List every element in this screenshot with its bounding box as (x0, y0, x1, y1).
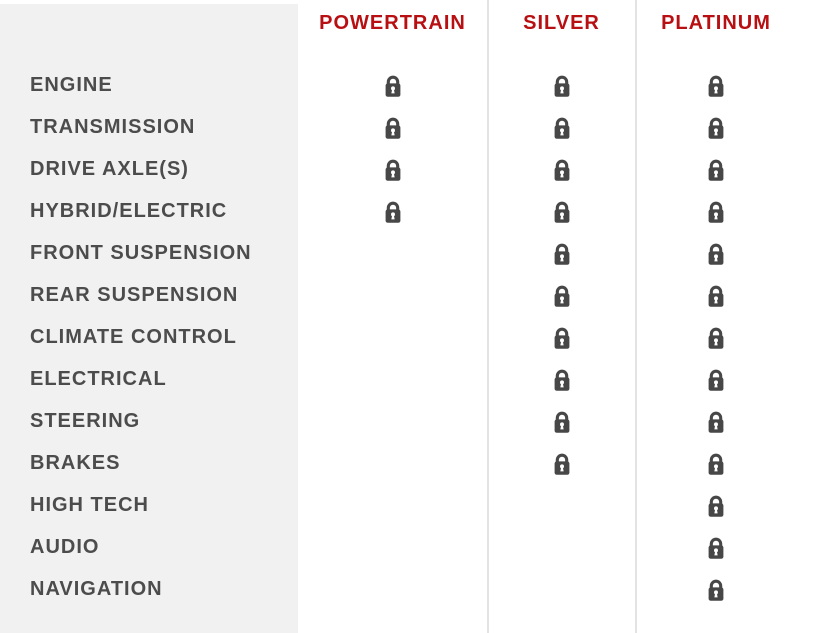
lock-icon (554, 159, 569, 181)
plan-header-platinum: PLATINUM (661, 12, 771, 34)
coverage-cell-silver (487, 358, 636, 400)
lock-icon (554, 285, 569, 307)
lock-icon (708, 453, 724, 475)
coverage-cell-powertrain (298, 64, 487, 106)
lock-icon (554, 453, 569, 475)
column-divider (635, 0, 637, 633)
lock-icon (554, 327, 569, 349)
lock-icon (554, 243, 569, 265)
coverage-cell-platinum (636, 484, 796, 526)
lock-icon (554, 201, 569, 223)
component-label: TRANSMISSION (30, 115, 196, 138)
lock-icon (708, 159, 724, 181)
coverage-cell-powertrain (298, 484, 487, 526)
coverage-cell-silver (487, 232, 636, 274)
coverage-cell-powertrain (298, 442, 487, 484)
coverage-cell-platinum (636, 358, 796, 400)
component-label: CLIMATE CONTROL (30, 325, 237, 348)
component-label: HYBRID/ELECTRIC (30, 199, 228, 222)
coverage-cell-silver (487, 190, 636, 232)
coverage-cell-silver (487, 568, 636, 610)
coverage-cell-silver (487, 148, 636, 190)
coverage-cell-silver (487, 526, 636, 568)
component-label: AUDIO (30, 535, 100, 558)
coverage-cell-powertrain (298, 106, 487, 148)
component-label: FRONT SUSPENSION (30, 241, 252, 264)
coverage-cell-platinum (636, 442, 796, 484)
lock-icon (708, 75, 724, 97)
coverage-cell-silver (487, 274, 636, 316)
lock-icon (385, 75, 400, 97)
coverage-cell-platinum (636, 400, 796, 442)
component-label: DRIVE AXLE(S) (30, 157, 189, 180)
coverage-cell-platinum (636, 148, 796, 190)
lock-icon (385, 159, 400, 181)
lock-icon (385, 117, 400, 139)
plan-header-silver: SILVER (523, 12, 600, 34)
lock-icon (708, 369, 724, 391)
coverage-cell-powertrain (298, 232, 487, 274)
coverage-grid: POWERTRAIN SILVER PLATINUM ENGINE TRANSMI… (0, 0, 796, 610)
coverage-cell-platinum (636, 106, 796, 148)
lock-icon (708, 285, 724, 307)
coverage-cell-silver (487, 484, 636, 526)
lock-icon (708, 201, 724, 223)
coverage-cell-silver (487, 442, 636, 484)
header-spacer (0, 0, 298, 64)
plan-header-powertrain: POWERTRAIN (319, 12, 466, 34)
coverage-cell-powertrain (298, 568, 487, 610)
coverage-cell-platinum (636, 316, 796, 358)
lock-icon (708, 117, 724, 139)
lock-icon (385, 201, 400, 223)
coverage-cell-platinum (636, 274, 796, 316)
coverage-cell-platinum (636, 526, 796, 568)
coverage-cell-silver (487, 64, 636, 106)
coverage-cell-platinum (636, 568, 796, 610)
coverage-cell-silver (487, 400, 636, 442)
lock-icon (554, 75, 569, 97)
lock-icon (554, 369, 569, 391)
lock-icon (708, 243, 724, 265)
coverage-cell-platinum (636, 64, 796, 106)
lock-icon (708, 495, 724, 517)
lock-icon (708, 537, 724, 559)
coverage-cell-powertrain (298, 358, 487, 400)
lock-icon (708, 411, 724, 433)
component-label: ENGINE (30, 73, 113, 96)
column-divider (487, 0, 489, 633)
coverage-cell-powertrain (298, 148, 487, 190)
lock-icon (554, 411, 569, 433)
component-column-background (0, 4, 298, 633)
component-label: STEERING (30, 409, 141, 432)
component-label: NAVIGATION (30, 577, 163, 600)
lock-icon (554, 117, 569, 139)
coverage-cell-powertrain (298, 190, 487, 232)
coverage-cell-platinum (636, 190, 796, 232)
coverage-cell-powertrain (298, 316, 487, 358)
lock-icon (708, 579, 724, 601)
component-label: REAR SUSPENSION (30, 283, 239, 306)
component-label: ELECTRICAL (30, 367, 167, 390)
coverage-cell-silver (487, 316, 636, 358)
coverage-cell-powertrain (298, 274, 487, 316)
coverage-cell-platinum (636, 232, 796, 274)
component-label: BRAKES (30, 451, 121, 474)
component-label: HIGH TECH (30, 493, 149, 516)
coverage-cell-powertrain (298, 400, 487, 442)
lock-icon (708, 327, 724, 349)
coverage-cell-powertrain (298, 526, 487, 568)
coverage-cell-silver (487, 106, 636, 148)
